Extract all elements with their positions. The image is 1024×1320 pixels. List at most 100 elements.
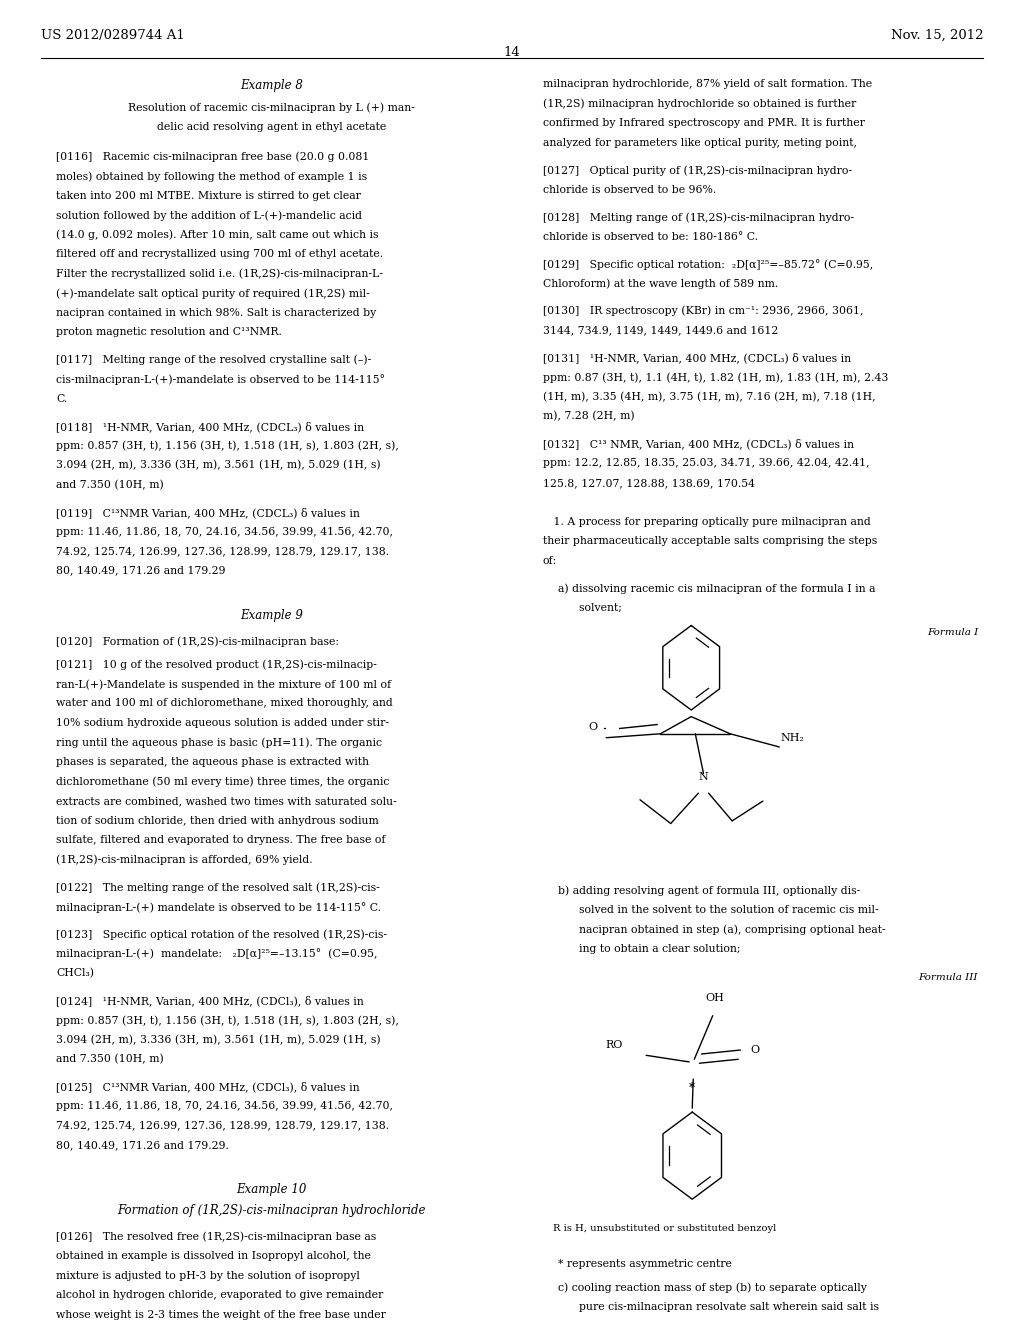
Text: [0128]   Melting range of (1R,2S)-cis-milnacipran hydro-: [0128] Melting range of (1R,2S)-cis-miln… [543, 213, 854, 223]
Text: Formula I: Formula I [927, 628, 978, 638]
Text: US 2012/0289744 A1: US 2012/0289744 A1 [41, 29, 184, 42]
Text: ppm: 0.87 (3H, t), 1.1 (4H, t), 1.82 (1H, m), 1.83 (1H, m), 2.43: ppm: 0.87 (3H, t), 1.1 (4H, t), 1.82 (1H… [543, 372, 888, 383]
Text: [0120]   Formation of (1R,2S)-cis-milnacipran base:: [0120] Formation of (1R,2S)-cis-milnacip… [56, 636, 339, 647]
Text: Chloroform) at the wave length of 589 nm.: Chloroform) at the wave length of 589 nm… [543, 279, 778, 289]
Text: RO: RO [605, 1040, 623, 1049]
Text: (14.0 g, 0.092 moles). After 10 min, salt came out which is: (14.0 g, 0.092 moles). After 10 min, sal… [56, 230, 379, 240]
Text: Example 8: Example 8 [240, 79, 303, 92]
Text: analyzed for parameters like optical purity, meting point,: analyzed for parameters like optical pur… [543, 137, 857, 148]
Text: [0126]   The resolved free (1R,2S)-cis-milnacipran base as: [0126] The resolved free (1R,2S)-cis-mil… [56, 1232, 377, 1242]
Text: (1R,2S)-cis-milnacipran is afforded, 69% yield.: (1R,2S)-cis-milnacipran is afforded, 69%… [56, 855, 313, 866]
Text: NH₂: NH₂ [780, 733, 804, 743]
Text: b) adding resolving agent of formula III, optionally dis-: b) adding resolving agent of formula III… [558, 886, 860, 896]
Text: 80, 140.49, 171.26 and 179.29.: 80, 140.49, 171.26 and 179.29. [56, 1140, 229, 1150]
Text: N: N [698, 772, 709, 783]
Text: and 7.350 (10H, m): and 7.350 (10H, m) [56, 479, 164, 490]
Text: mixture is adjusted to pH-3 by the solution of isopropyl: mixture is adjusted to pH-3 by the solut… [56, 1271, 360, 1280]
Text: 80, 140.49, 171.26 and 179.29: 80, 140.49, 171.26 and 179.29 [56, 566, 226, 576]
Text: moles) obtained by following the method of example 1 is: moles) obtained by following the method … [56, 172, 368, 182]
Text: milnacipran-L-(+) mandelate is observed to be 114-115° C.: milnacipran-L-(+) mandelate is observed … [56, 902, 381, 912]
Text: Resolution of racemic cis-milnacipran by L (+) man-: Resolution of racemic cis-milnacipran by… [128, 103, 415, 114]
Text: ppm: 0.857 (3H, t), 1.156 (3H, t), 1.518 (1H, s), 1.803 (2H, s),: ppm: 0.857 (3H, t), 1.156 (3H, t), 1.518… [56, 441, 399, 451]
Text: water and 100 ml of dichloromethane, mixed thoroughly, and: water and 100 ml of dichloromethane, mix… [56, 698, 393, 709]
Text: milnacipran-L-(+)  mandelate:   ₂D[α]²⁵=–13.15°  (C=0.95,: milnacipran-L-(+) mandelate: ₂D[α]²⁵=–13… [56, 949, 378, 960]
Text: their pharmaceutically acceptable salts comprising the steps: their pharmaceutically acceptable salts … [543, 536, 877, 546]
Text: [0121]   10 g of the resolved product (1R,2S)-cis-milnacip-: [0121] 10 g of the resolved product (1R,… [56, 660, 377, 671]
Text: 3144, 734.9, 1149, 1449, 1449.6 and 1612: 3144, 734.9, 1149, 1449, 1449.6 and 1612 [543, 325, 778, 335]
Text: ran-L(+)-Mandelate is suspended in the mixture of 100 ml of: ran-L(+)-Mandelate is suspended in the m… [56, 678, 391, 689]
Text: cis-milnacipran-L-(+)-mandelate is observed to be 114-115°: cis-milnacipran-L-(+)-mandelate is obser… [56, 374, 385, 385]
Text: [0118]   ¹H-NMR, Varian, 400 MHz, (CDCL₃) δ values in: [0118] ¹H-NMR, Varian, 400 MHz, (CDCL₃) … [56, 421, 365, 432]
Text: Formation of (1R,2S)-cis-milnacipran hydrochloride: Formation of (1R,2S)-cis-milnacipran hyd… [117, 1204, 426, 1217]
Text: a) dissolving racemic cis milnacipran of the formula I in a: a) dissolving racemic cis milnacipran of… [558, 583, 876, 594]
Text: Nov. 15, 2012: Nov. 15, 2012 [891, 29, 983, 42]
Text: c) cooling reaction mass of step (b) to separate optically: c) cooling reaction mass of step (b) to … [558, 1283, 867, 1294]
Text: sulfate, filtered and evaporated to dryness. The free base of: sulfate, filtered and evaporated to dryn… [56, 836, 386, 845]
Text: [0127]   Optical purity of (1R,2S)-cis-milnacipran hydro-: [0127] Optical purity of (1R,2S)-cis-mil… [543, 165, 852, 176]
Text: O: O [751, 1045, 760, 1055]
Text: Example 10: Example 10 [237, 1183, 306, 1196]
Text: Filter the recrystallized solid i.e. (1R,2S)-cis-milnacipran-L-: Filter the recrystallized solid i.e. (1R… [56, 269, 383, 280]
Text: 3.094 (2H, m), 3.336 (3H, m), 3.561 (1H, m), 5.029 (1H, s): 3.094 (2H, m), 3.336 (3H, m), 3.561 (1H,… [56, 461, 381, 470]
Text: [0119]   C¹³NMR Varian, 400 MHz, (CDCL₃) δ values in: [0119] C¹³NMR Varian, 400 MHz, (CDCL₃) δ… [56, 507, 360, 517]
Text: taken into 200 ml MTBE. Mixture is stirred to get clear: taken into 200 ml MTBE. Mixture is stirr… [56, 190, 361, 201]
Text: 1. A process for preparing optically pure milnacipran and: 1. A process for preparing optically pur… [543, 517, 870, 527]
Text: ppm: 12.2, 12.85, 18.35, 25.03, 34.71, 39.66, 42.04, 42.41,: ppm: 12.2, 12.85, 18.35, 25.03, 34.71, 3… [543, 458, 869, 469]
Text: Example 9: Example 9 [240, 609, 303, 622]
Text: *: * [689, 1081, 695, 1094]
Text: 125.8, 127.07, 128.88, 138.69, 170.54: 125.8, 127.07, 128.88, 138.69, 170.54 [543, 478, 755, 487]
Text: (+)-mandelate salt optical purity of required (1R,2S) mil-: (+)-mandelate salt optical purity of req… [56, 288, 370, 298]
Text: extracts are combined, washed two times with saturated solu-: extracts are combined, washed two times … [56, 796, 397, 807]
Text: [0123]   Specific optical rotation of the resolved (1R,2S)-cis-: [0123] Specific optical rotation of the … [56, 929, 387, 940]
Text: filtered off and recrystallized using 700 ml of ethyl acetate.: filtered off and recrystallized using 70… [56, 249, 383, 259]
Text: 14: 14 [504, 46, 520, 59]
Text: [0131]   ¹H-NMR, Varian, 400 MHz, (CDCL₃) δ values in: [0131] ¹H-NMR, Varian, 400 MHz, (CDCL₃) … [543, 352, 851, 363]
Text: [0124]   ¹H-NMR, Varian, 400 MHz, (CDCl₃), δ values in: [0124] ¹H-NMR, Varian, 400 MHz, (CDCl₃),… [56, 995, 365, 1006]
Text: solution followed by the addition of L-(+)-mandelic acid: solution followed by the addition of L-(… [56, 210, 362, 220]
Text: dichloromethane (50 ml every time) three times, the organic: dichloromethane (50 ml every time) three… [56, 776, 390, 787]
Text: (1R,2S) milnacipran hydrochloride so obtained is further: (1R,2S) milnacipran hydrochloride so obt… [543, 99, 856, 110]
Text: delic acid resolving agent in ethyl acetate: delic acid resolving agent in ethyl acet… [157, 123, 386, 132]
Text: tion of sodium chloride, then dried with anhydrous sodium: tion of sodium chloride, then dried with… [56, 816, 379, 826]
Text: R is H, unsubstituted or substituted benzoyl: R is H, unsubstituted or substituted ben… [553, 1224, 776, 1233]
Text: chloride is observed to be: 180-186° C.: chloride is observed to be: 180-186° C. [543, 231, 758, 242]
Text: pure cis-milnacipran resolvate salt wherein said salt is: pure cis-milnacipran resolvate salt wher… [558, 1303, 879, 1312]
Text: ring until the aqueous phase is basic (pH=11). The organic: ring until the aqueous phase is basic (p… [56, 738, 382, 748]
Text: * represents asymmetric centre: * represents asymmetric centre [558, 1259, 732, 1270]
Text: 10% sodium hydroxide aqueous solution is added under stir-: 10% sodium hydroxide aqueous solution is… [56, 718, 389, 729]
Text: nacipran obtained in step (a), comprising optional heat-: nacipran obtained in step (a), comprisin… [558, 924, 886, 935]
Text: 3.094 (2H, m), 3.336 (3H, m), 3.561 (1H, m), 5.029 (1H, s): 3.094 (2H, m), 3.336 (3H, m), 3.561 (1H,… [56, 1035, 381, 1045]
Text: ing to obtain a clear solution;: ing to obtain a clear solution; [558, 944, 740, 954]
Text: 74.92, 125.74, 126.99, 127.36, 128.99, 128.79, 129.17, 138.: 74.92, 125.74, 126.99, 127.36, 128.99, 1… [56, 1121, 389, 1130]
Text: O: O [589, 722, 598, 733]
Text: [0117]   Melting range of the resolved crystalline salt (–)-: [0117] Melting range of the resolved cry… [56, 355, 372, 366]
Text: nacipran contained in which 98%. Salt is characterized by: nacipran contained in which 98%. Salt is… [56, 308, 377, 318]
Text: 74.92, 125.74, 126.99, 127.36, 128.99, 128.79, 129.17, 138.: 74.92, 125.74, 126.99, 127.36, 128.99, 1… [56, 546, 389, 556]
Text: phases is separated, the aqueous phase is extracted with: phases is separated, the aqueous phase i… [56, 758, 370, 767]
Text: CHCl₃): CHCl₃) [56, 968, 94, 978]
Text: obtained in example is dissolved in Isopropyl alcohol, the: obtained in example is dissolved in Isop… [56, 1251, 371, 1262]
Text: [0129]   Specific optical rotation:  ₂D[α]²⁵=–85.72° (C=0.95,: [0129] Specific optical rotation: ₂D[α]²… [543, 259, 873, 269]
Text: chloride is observed to be 96%.: chloride is observed to be 96%. [543, 185, 716, 194]
Text: [0130]   IR spectroscopy (KBr) in cm⁻¹: 2936, 2966, 3061,: [0130] IR spectroscopy (KBr) in cm⁻¹: 29… [543, 306, 863, 317]
Text: ppm: 11.46, 11.86, 18, 70, 24.16, 34.56, 39.99, 41.56, 42.70,: ppm: 11.46, 11.86, 18, 70, 24.16, 34.56,… [56, 527, 393, 536]
Text: [0116]   Racemic cis-milnacipran free base (20.0 g 0.081: [0116] Racemic cis-milnacipran free base… [56, 152, 370, 162]
Text: whose weight is 2-3 times the weight of the free base under: whose weight is 2-3 times the weight of … [56, 1309, 386, 1320]
Text: [0132]   C¹³ NMR, Varian, 400 MHz, (CDCL₃) δ values in: [0132] C¹³ NMR, Varian, 400 MHz, (CDCL₃)… [543, 438, 854, 449]
Text: Formula III: Formula III [919, 973, 978, 982]
Text: confirmed by Infrared spectroscopy and PMR. It is further: confirmed by Infrared spectroscopy and P… [543, 119, 864, 128]
Text: C.: C. [56, 393, 68, 404]
Text: OH: OH [706, 993, 724, 1002]
Text: [0125]   C¹³NMR Varian, 400 MHz, (CDCl₃), δ values in: [0125] C¹³NMR Varian, 400 MHz, (CDCl₃), … [56, 1081, 360, 1092]
Text: alcohol in hydrogen chloride, evaporated to give remainder: alcohol in hydrogen chloride, evaporated… [56, 1291, 384, 1300]
Text: (1H, m), 3.35 (4H, m), 3.75 (1H, m), 7.16 (2H, m), 7.18 (1H,: (1H, m), 3.35 (4H, m), 3.75 (1H, m), 7.1… [543, 392, 876, 403]
Text: [0122]   The melting range of the resolved salt (1R,2S)-cis-: [0122] The melting range of the resolved… [56, 882, 380, 892]
Text: of:: of: [543, 556, 557, 566]
Text: proton magnetic resolution and C¹³NMR.: proton magnetic resolution and C¹³NMR. [56, 327, 283, 338]
Text: m), 7.28 (2H, m): m), 7.28 (2H, m) [543, 412, 634, 421]
Text: and 7.350 (10H, m): and 7.350 (10H, m) [56, 1055, 164, 1064]
Text: milnacipran hydrochloride, 87% yield of salt formation. The: milnacipran hydrochloride, 87% yield of … [543, 79, 871, 90]
Text: solved in the solvent to the solution of racemic cis mil-: solved in the solvent to the solution of… [558, 906, 879, 915]
Text: ppm: 11.46, 11.86, 18, 70, 24.16, 34.56, 39.99, 41.56, 42.70,: ppm: 11.46, 11.86, 18, 70, 24.16, 34.56,… [56, 1101, 393, 1111]
Text: ppm: 0.857 (3H, t), 1.156 (3H, t), 1.518 (1H, s), 1.803 (2H, s),: ppm: 0.857 (3H, t), 1.156 (3H, t), 1.518… [56, 1015, 399, 1026]
